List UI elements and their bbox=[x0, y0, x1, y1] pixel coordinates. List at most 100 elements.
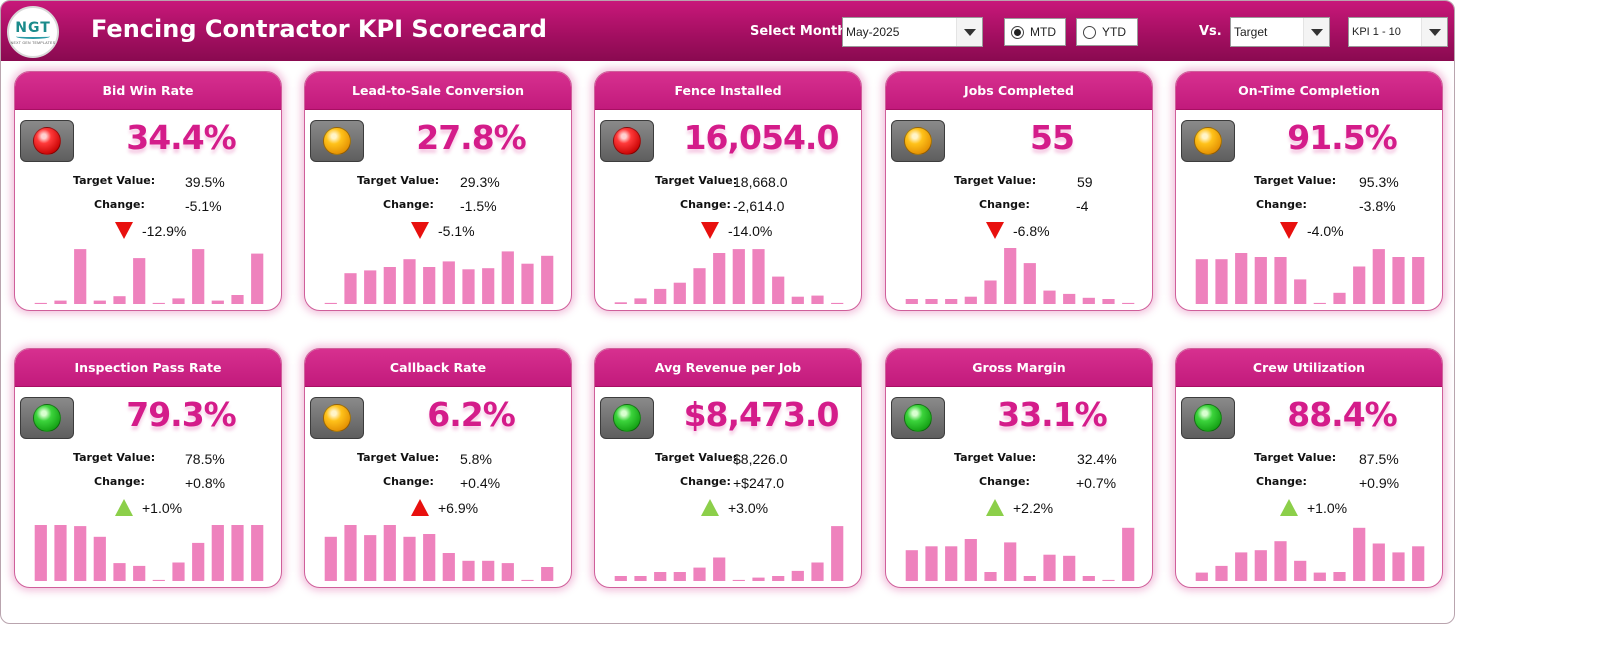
chart-bar bbox=[1215, 565, 1228, 581]
kpi-card-header: Jobs Completed bbox=[886, 72, 1152, 110]
percent-change: -12.9% bbox=[142, 222, 187, 239]
kpi-title: Inspection Pass Rate bbox=[74, 360, 222, 375]
kpi-title: Lead-to-Sale Conversion bbox=[352, 83, 524, 98]
chart-bar bbox=[344, 525, 357, 581]
chart-bar bbox=[1235, 253, 1248, 304]
mtd-radio[interactable]: MTD bbox=[1004, 18, 1066, 46]
month-dropdown[interactable]: May-2025 bbox=[842, 17, 983, 47]
chevron-down-icon[interactable] bbox=[1421, 18, 1447, 46]
target-value: 5.8% bbox=[460, 451, 492, 467]
target-value-label: Target Value: bbox=[954, 451, 1037, 464]
kpi-card: Gross Margin 33.1% Target Value: 32.4% Chang… bbox=[885, 348, 1153, 588]
kpi-value: 16,054.0 bbox=[683, 118, 840, 157]
traffic-light-icon bbox=[600, 120, 654, 162]
chart-bar bbox=[905, 299, 918, 304]
target-value-label: Target Value: bbox=[73, 174, 156, 187]
comparison-dropdown-value: Target bbox=[1234, 25, 1268, 39]
trend-indicator: +1.0% bbox=[1280, 499, 1347, 516]
chart-bar bbox=[34, 525, 47, 581]
chart-bar bbox=[752, 249, 765, 304]
kpi-value: $8,473.0 bbox=[683, 395, 840, 434]
chart-bar bbox=[113, 563, 126, 581]
chart-bar bbox=[383, 267, 396, 304]
chart-bar bbox=[905, 550, 918, 581]
chart-bar bbox=[231, 295, 244, 304]
change-value: +0.9% bbox=[1359, 475, 1400, 491]
chart-bar bbox=[1122, 302, 1135, 304]
chart-bar bbox=[831, 302, 844, 304]
traffic-light-icon bbox=[891, 120, 945, 162]
kpi-card-header: Lead-to-Sale Conversion bbox=[305, 72, 571, 110]
comparison-dropdown[interactable]: Target bbox=[1230, 17, 1330, 47]
up-arrow-icon bbox=[115, 499, 133, 516]
chart-bar bbox=[984, 572, 997, 581]
kpi-card-header: Gross Margin bbox=[886, 349, 1152, 387]
chevron-down-icon[interactable] bbox=[956, 18, 982, 46]
kpi-range-dropdown[interactable]: KPI 1 - 10 bbox=[1348, 17, 1448, 47]
chart-bar bbox=[541, 255, 554, 304]
trend-indicator: -4.0% bbox=[1280, 222, 1344, 239]
chart-bar bbox=[482, 560, 495, 581]
chart-bar bbox=[791, 296, 804, 304]
mini-bar-chart bbox=[324, 525, 554, 581]
chart-bar bbox=[964, 296, 977, 304]
radio-selected-icon bbox=[1011, 25, 1024, 39]
ytd-radio[interactable]: YTD bbox=[1076, 18, 1138, 46]
chart-bar bbox=[54, 300, 67, 304]
kpi-card: Bid Win Rate 34.4% Target Value: 39.5% Chang… bbox=[14, 71, 282, 311]
chart-bar bbox=[192, 542, 205, 581]
kpi-title: On-Time Completion bbox=[1238, 83, 1380, 98]
down-arrow-icon bbox=[701, 222, 719, 239]
chart-bar bbox=[1372, 249, 1385, 304]
kpi-title: Avg Revenue per Job bbox=[654, 360, 802, 375]
chart-bar bbox=[1195, 259, 1208, 304]
logo-text: NGT bbox=[15, 19, 51, 36]
kpi-value: 33.1% bbox=[997, 395, 1108, 434]
chart-bar bbox=[133, 565, 146, 581]
status-bulb-icon bbox=[1194, 404, 1222, 432]
kpi-card: Crew Utilization 88.4% Target Value: 87.5% C… bbox=[1175, 348, 1443, 588]
target-value: 29.3% bbox=[460, 174, 500, 190]
mini-bar-chart bbox=[34, 525, 264, 581]
change-label: Change: bbox=[680, 475, 731, 488]
traffic-light-icon bbox=[310, 120, 364, 162]
target-value: 78.5% bbox=[185, 451, 225, 467]
kpi-title: Callback Rate bbox=[389, 360, 487, 375]
kpi-card-header: Inspection Pass Rate bbox=[15, 349, 281, 387]
percent-change: +1.0% bbox=[142, 499, 183, 516]
chart-bar bbox=[752, 577, 765, 581]
change-label: Change: bbox=[979, 475, 1030, 488]
target-value-label: Target Value: bbox=[655, 451, 738, 464]
traffic-light-icon bbox=[891, 397, 945, 439]
traffic-light-icon bbox=[20, 120, 74, 162]
chart-bar bbox=[654, 572, 667, 581]
traffic-light-icon bbox=[1181, 397, 1235, 439]
target-value: 39.5% bbox=[185, 174, 225, 190]
chart-bar bbox=[791, 570, 804, 581]
chart-bar bbox=[1215, 259, 1228, 304]
kpi-card-header: Bid Win Rate bbox=[15, 72, 281, 110]
kpi-card-header: Callback Rate bbox=[305, 349, 571, 387]
chart-bar bbox=[251, 253, 264, 304]
change-value: -5.1% bbox=[185, 198, 222, 214]
chart-bar bbox=[1254, 550, 1267, 581]
kpi-value: 91.5% bbox=[1287, 118, 1398, 157]
chevron-down-icon[interactable] bbox=[1303, 18, 1329, 46]
chart-bar bbox=[501, 251, 514, 304]
chart-bar bbox=[1353, 527, 1366, 581]
change-value: -3.8% bbox=[1359, 198, 1396, 214]
chart-bar bbox=[1392, 257, 1405, 304]
kpi-title: Bid Win Rate bbox=[102, 83, 194, 98]
chart-bar bbox=[364, 535, 377, 581]
chart-bar bbox=[211, 525, 224, 581]
status-bulb-icon bbox=[904, 404, 932, 432]
down-arrow-icon bbox=[1280, 222, 1298, 239]
change-value: +0.4% bbox=[460, 475, 501, 491]
logo: NGT NEXT GEN TEMPLATES bbox=[7, 6, 59, 58]
kpi-card: Lead-to-Sale Conversion 27.8% Target Value… bbox=[304, 71, 572, 311]
mtd-radio-label: MTD bbox=[1030, 25, 1056, 39]
chart-bar bbox=[1372, 543, 1385, 581]
target-value-label: Target Value: bbox=[73, 451, 156, 464]
change-label: Change: bbox=[94, 198, 145, 211]
chart-bar bbox=[1274, 257, 1287, 304]
